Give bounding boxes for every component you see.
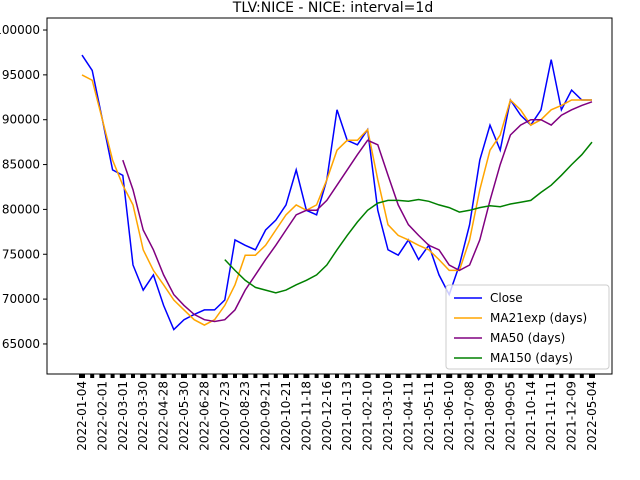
x-tick-label: 2021-07-08 [463, 381, 477, 451]
line-series [122, 101, 593, 323]
x-tick-label: 2021-11-11 [544, 381, 558, 451]
x-tick-label: 2020-09-21 [259, 381, 273, 451]
y-tick-label: 80000 [2, 202, 40, 216]
x-tick-label: 2021-09-05 [503, 381, 517, 451]
x-tick-label: 2022-02-01 [95, 381, 109, 451]
x-tick-label: 2020-07-23 [218, 381, 232, 451]
x-tick-label: 2021-05-11 [422, 381, 436, 451]
x-tick-label: 2022-01-04 [75, 381, 89, 451]
x-tick-label: 2021-04-11 [401, 381, 415, 451]
x-tick-label: 2022-06-28 [197, 381, 211, 451]
y-tick-label: 85000 [2, 158, 40, 172]
x-tick-label: 2021-08-09 [483, 381, 497, 451]
legend-label: MA21exp (days) [490, 311, 587, 325]
x-tick-label: 2020-12-16 [320, 381, 334, 451]
x-tick-label: 2021-02-10 [361, 381, 375, 451]
line-series [81, 54, 592, 331]
legend-label: MA50 (days) [490, 331, 565, 345]
y-tick-label: 90000 [2, 113, 40, 127]
line-series [224, 141, 593, 294]
legend-label: Close [490, 291, 523, 305]
y-tick-label: 95000 [2, 68, 40, 82]
x-tick-label: 2022-05-04 [585, 381, 599, 451]
x-tick-label: 2021-03-10 [381, 381, 395, 451]
y-tick-label: 100000 [0, 23, 40, 37]
x-tick-label: 2021-01-13 [340, 381, 354, 451]
y-tick-label: 65000 [2, 337, 40, 351]
x-tick-label: 2022-03-01 [116, 381, 130, 451]
x-tick-label: 2020-10-21 [279, 381, 293, 451]
axes-frame [46, 17, 613, 375]
x-tick-label: 2021-06-10 [442, 381, 456, 451]
x-tick-label: 2020-08-23 [238, 381, 252, 451]
x-tick-label: 2022-03-30 [136, 381, 150, 451]
x-tick-label: 2021-12-09 [565, 381, 579, 451]
chart-title: TLV:NICE - NICE: interval=1d [232, 0, 433, 16]
x-tick-label: 2022-05-30 [177, 381, 191, 451]
legend-box [445, 284, 610, 370]
x-tick-label: 2021-10-14 [524, 381, 538, 451]
y-tick-label: 70000 [2, 292, 40, 306]
x-tick-label: 2020-11-18 [299, 381, 313, 451]
legend-label: MA150 (days) [490, 351, 573, 365]
x-tick-label: 2022-04-28 [157, 381, 171, 451]
y-tick-label: 75000 [2, 247, 40, 261]
line-series [81, 74, 592, 326]
